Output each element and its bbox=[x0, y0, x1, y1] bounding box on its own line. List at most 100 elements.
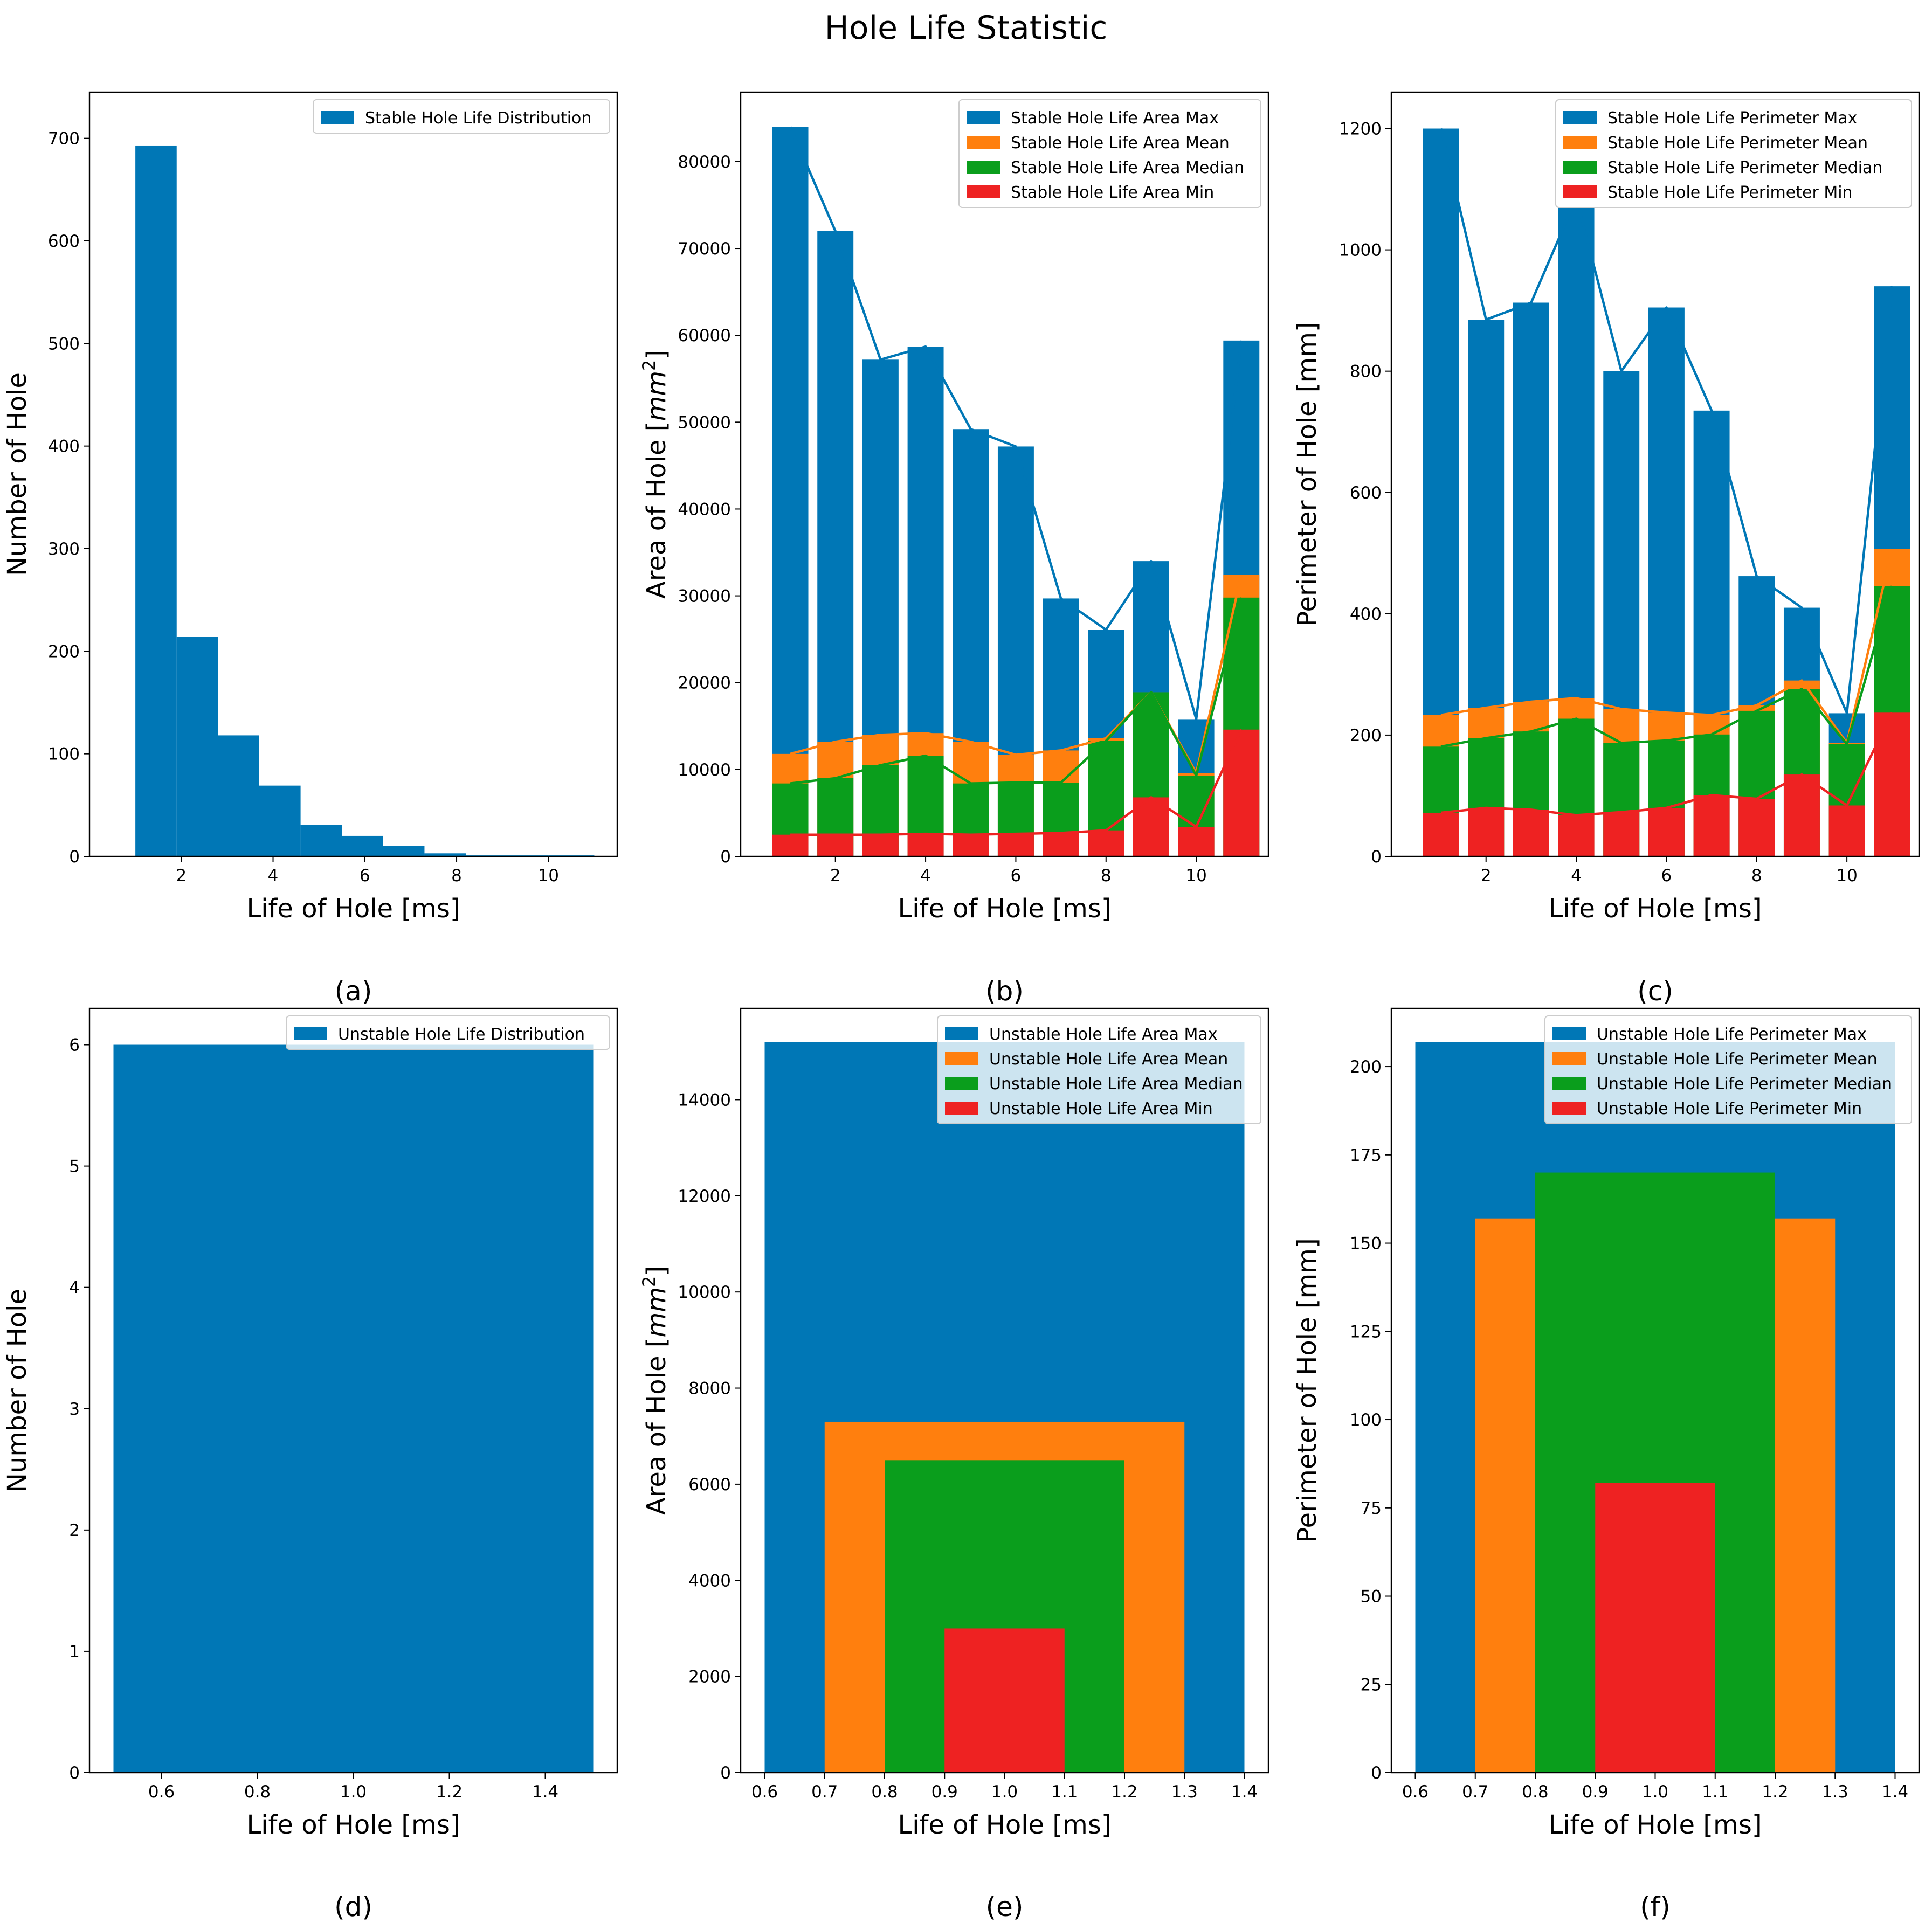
y-tick-label: 80000 bbox=[678, 153, 731, 172]
legend: Unstable Hole Life Area Max Unstable Hole… bbox=[937, 1015, 1261, 1124]
legend-swatch-max bbox=[321, 111, 354, 124]
panel-c: 2 4 6 8 10 0 200 400 600 800 1000 1200 Life of Hole … bbox=[1292, 91, 1920, 1007]
legend: Unstable Hole Life Distribution bbox=[286, 1015, 610, 1050]
legend-box bbox=[313, 99, 610, 134]
y-tick-label: 700 bbox=[48, 129, 80, 149]
legend-swatch-max bbox=[967, 111, 1000, 124]
x-tick-label: 0.6 bbox=[1402, 1782, 1429, 1802]
x-axis-label: Life of Hole [ms] bbox=[898, 1810, 1111, 1840]
bar-min-10 bbox=[1223, 729, 1260, 856]
x-tick-label: 2 bbox=[176, 866, 187, 886]
y-tick-label: 0 bbox=[1371, 1763, 1382, 1783]
line-max bbox=[1439, 128, 1894, 715]
y-tick-label: 0 bbox=[69, 1763, 80, 1783]
panel-label: (d) bbox=[334, 1891, 372, 1922]
y-axis-label: Number of Hole bbox=[2, 372, 32, 576]
x-axis-label: Life of Hole [ms] bbox=[246, 894, 460, 924]
axes-frame bbox=[88, 91, 618, 857]
bar-min-4 bbox=[953, 834, 989, 856]
y-tick-label: 100 bbox=[48, 745, 80, 764]
y-tick-label: 2000 bbox=[688, 1668, 731, 1687]
x-axis-label: Life of Hole [ms] bbox=[898, 894, 1111, 924]
legend-entry: Unstable Hole Life Perimeter Mean bbox=[1597, 1050, 1878, 1069]
x-tick-label: 1.4 bbox=[532, 1782, 558, 1802]
y-tick-label: 400 bbox=[48, 437, 80, 456]
x-tick-label: 0.9 bbox=[1582, 1782, 1609, 1802]
legend-entry: Stable Hole Life Area Min bbox=[1011, 183, 1214, 202]
axes-frame bbox=[1390, 91, 1920, 857]
legend-swatch-min bbox=[1552, 1102, 1586, 1115]
y-tick-label: 200 bbox=[1350, 726, 1382, 745]
y-tick-label: 100 bbox=[1350, 1410, 1382, 1430]
y-axis-label: Perimeter of Hole [mm] bbox=[1292, 322, 1322, 627]
y-tick-label: 40000 bbox=[678, 500, 731, 519]
y-tick-label: 200 bbox=[1350, 1057, 1382, 1077]
legend-entry: Stable Hole Life Perimeter Median bbox=[1607, 158, 1882, 177]
legend-swatch-median bbox=[967, 161, 1000, 174]
x-tick-label: 10 bbox=[538, 866, 559, 886]
x-tick-label: 0.9 bbox=[932, 1782, 958, 1802]
bar-max-1 bbox=[176, 637, 218, 856]
y-tick-label: 10000 bbox=[678, 1283, 731, 1302]
y-tick-label: 50 bbox=[1361, 1587, 1382, 1607]
bar-min-9 bbox=[1178, 827, 1215, 856]
panel-label: (c) bbox=[1637, 976, 1673, 1007]
y-tick-label: 75 bbox=[1361, 1499, 1382, 1518]
bar-min-8 bbox=[1783, 774, 1820, 856]
legend-box bbox=[1544, 1015, 1912, 1124]
bar-min-0 bbox=[944, 1628, 1065, 1773]
x-tick-label: 6 bbox=[1011, 866, 1022, 886]
y-tick-label: 600 bbox=[1350, 483, 1382, 503]
y-tick-label: 12000 bbox=[678, 1187, 731, 1206]
x-tick-label: 0.8 bbox=[244, 1782, 271, 1802]
panel-b: 2 4 6 8 10 0 10000 20000 30000 40000 50000 60000 700… bbox=[639, 91, 1269, 1007]
bar-max-5 bbox=[342, 835, 383, 856]
legend-swatch-max bbox=[294, 1027, 327, 1040]
bar-min-5 bbox=[997, 834, 1034, 856]
bar-max-0 bbox=[772, 127, 809, 856]
y-tick-label: 2 bbox=[69, 1521, 80, 1540]
x-tick-label: 1.3 bbox=[1171, 1782, 1198, 1802]
legend: Unstable Hole Life Perimeter Max Unstable… bbox=[1544, 1015, 1912, 1124]
x-tick-label: 2 bbox=[1481, 866, 1492, 886]
x-tick-label: 1.4 bbox=[1882, 1782, 1908, 1802]
bar-min-10 bbox=[1874, 712, 1910, 856]
x-tick-label: 1.0 bbox=[340, 1782, 367, 1802]
line-median bbox=[1440, 585, 1893, 748]
bars-f bbox=[1415, 1042, 1895, 1773]
panel-label: (f) bbox=[1640, 1891, 1671, 1922]
bar-min-0 bbox=[772, 834, 809, 856]
y-tick-label: 0 bbox=[1371, 847, 1382, 867]
legend-swatch-median bbox=[1563, 161, 1597, 174]
legend-entry: Stable Hole Life Area Median bbox=[1011, 158, 1244, 177]
bar-max-0 bbox=[113, 1044, 594, 1773]
x-tick-label: 1.1 bbox=[1051, 1782, 1078, 1802]
bar-min-2 bbox=[1513, 810, 1549, 856]
panel-f: 0.6 0.7 0.8 0.9 1.0 1.1 1.2 1.3 1.4 0 25 50 75 100 125… bbox=[1292, 1007, 1920, 1922]
y-tick-label: 600 bbox=[48, 232, 80, 251]
x-tick-label: 2 bbox=[830, 866, 841, 886]
line-mean bbox=[1440, 548, 1893, 744]
legend-entry: Stable Hole Life Area Mean bbox=[1011, 134, 1230, 153]
x-tick-label: 8 bbox=[451, 866, 462, 886]
legend-box bbox=[286, 1015, 610, 1050]
bar-min-3 bbox=[1558, 815, 1595, 856]
bar-min-3 bbox=[907, 834, 944, 856]
bar-max-6 bbox=[383, 846, 425, 856]
y-tick-label: 175 bbox=[1350, 1146, 1382, 1165]
y-tick-label: 1000 bbox=[1339, 241, 1382, 260]
y-tick-label: 8000 bbox=[688, 1379, 731, 1399]
y-tick-label: 1 bbox=[69, 1642, 80, 1662]
y-tick-label: 14000 bbox=[678, 1090, 731, 1110]
x-axis-label: Life of Hole [ms] bbox=[246, 1810, 460, 1840]
legend-entry: Unstable Hole Life Area Max bbox=[989, 1025, 1218, 1044]
bar-min-7 bbox=[1738, 799, 1775, 856]
x-tick-label: 0.8 bbox=[871, 1782, 898, 1802]
legend-entry: Unstable Hole Life Perimeter Min bbox=[1597, 1099, 1862, 1118]
legend-entry: Stable Hole Life Perimeter Mean bbox=[1607, 134, 1868, 153]
panel-d: 0.6 0.8 1.0 1.2 1.4 0 1 2 3 4 5 6 Life of Hole [ms] N… bbox=[2, 1007, 618, 1922]
y-tick-label: 50000 bbox=[678, 413, 731, 432]
legend-swatch-max bbox=[1563, 111, 1597, 124]
